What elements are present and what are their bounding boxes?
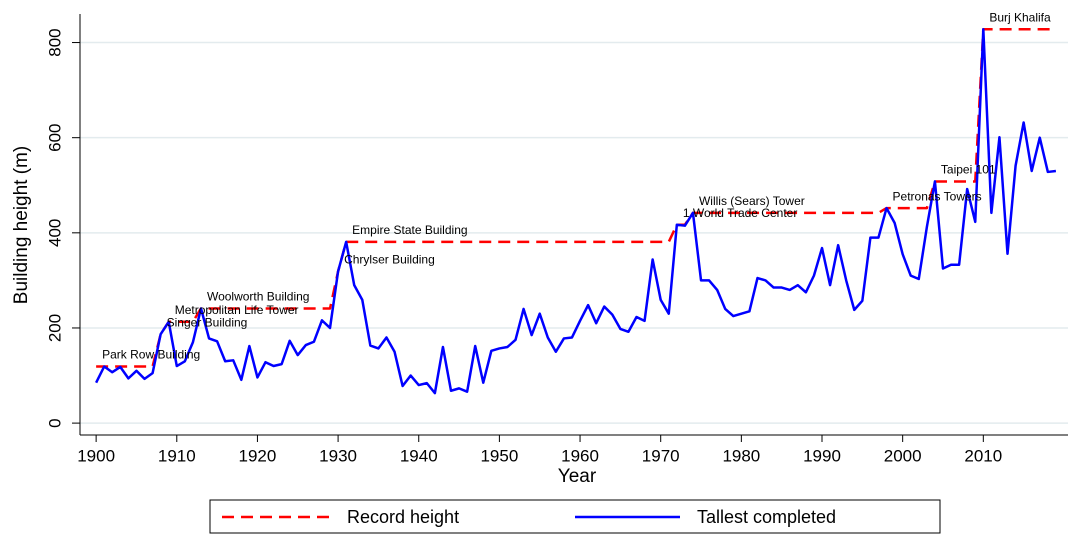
annotation: Willis (Sears) Tower bbox=[699, 194, 805, 208]
x-tick-label: 1970 bbox=[642, 446, 680, 465]
annotation: Singer Building bbox=[167, 315, 248, 329]
legend-label: Tallest completed bbox=[697, 507, 836, 527]
y-tick-label: 200 bbox=[45, 314, 64, 342]
x-tick-label: 1950 bbox=[480, 446, 518, 465]
legend-label: Record height bbox=[347, 507, 459, 527]
x-tick-label: 2000 bbox=[884, 446, 922, 465]
x-tick-label: 1910 bbox=[158, 446, 196, 465]
y-tick-label: 800 bbox=[45, 28, 64, 56]
annotation: Metropolitan Life Tower bbox=[175, 303, 299, 317]
x-tick-label: 1900 bbox=[77, 446, 115, 465]
x-tick-label: 1920 bbox=[239, 446, 277, 465]
series-line bbox=[96, 27, 1056, 368]
annotation: Chrylser Building bbox=[344, 253, 435, 267]
x-tick-label: 1990 bbox=[803, 446, 841, 465]
annotation: Empire State Building bbox=[352, 223, 467, 237]
annotation: Petronas Towers bbox=[893, 189, 982, 203]
annotation: Taipei 101 bbox=[941, 163, 996, 177]
x-axis-label: Year bbox=[558, 466, 597, 487]
series-line bbox=[95, 27, 1057, 395]
x-tick-label: 1940 bbox=[400, 446, 438, 465]
y-tick-label: 0 bbox=[45, 418, 64, 427]
x-tick-label: 2010 bbox=[964, 446, 1002, 465]
x-tick-label: 1960 bbox=[561, 446, 599, 465]
x-tick-label: 1980 bbox=[722, 446, 760, 465]
annotation: Burj Khalifa bbox=[989, 10, 1051, 24]
annotation: 1 World Trade Center bbox=[683, 206, 798, 220]
y-tick-label: 400 bbox=[45, 219, 64, 247]
annotation: Woolworth Building bbox=[207, 290, 310, 304]
x-tick-label: 1930 bbox=[319, 446, 357, 465]
y-axis-label: Building height (m) bbox=[11, 146, 32, 304]
annotation: Park Row Building bbox=[102, 348, 200, 362]
y-tick-label: 600 bbox=[45, 123, 64, 151]
